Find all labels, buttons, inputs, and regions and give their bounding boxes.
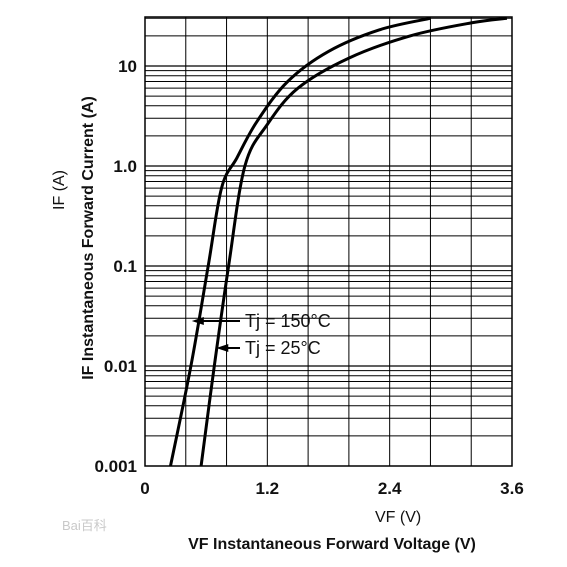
series-line-25c [199,16,508,467]
annotation-arrowhead [191,317,204,325]
annotation-arrowhead [216,344,229,352]
x-tick-label: 1.2 [256,479,280,498]
annotation-label: Tj = 25°C [245,338,321,358]
y-axis-unit-label: IF (A) [51,170,68,210]
annotation-label: Tj = 150°C [245,311,331,331]
watermark: Bai百科 [62,518,107,533]
chart-grid [145,17,512,466]
x-tick-label: 2.4 [378,479,402,498]
y-tick-label: 10 [118,57,137,76]
x-tick-label: 0 [140,479,149,498]
annotation-25c: Tj = 25°C [216,338,321,358]
y-tick-label: 0.01 [104,357,137,376]
x-axis-label: VF Instantaneous Forward Voltage (V) [188,536,476,553]
x-tick-labels: 0 1.2 2.4 3.6 [140,479,524,498]
x-axis-unit-label: VF (V) [375,509,421,526]
plot-frame [144,16,513,467]
y-tick-label: 0.1 [113,257,137,276]
y-tick-label: 0.001 [94,457,137,476]
y-tick-labels: 0.001 0.01 0.1 1.0 10 [94,57,137,476]
y-tick-label: 1.0 [113,157,137,176]
x-tick-label: 3.6 [500,479,524,498]
annotation-150c: Tj = 150°C [191,311,331,331]
y-axis-label: IF Instantaneous Forward Current (A) [80,96,97,380]
chart-series [169,16,508,467]
series-line-150c [169,16,431,467]
